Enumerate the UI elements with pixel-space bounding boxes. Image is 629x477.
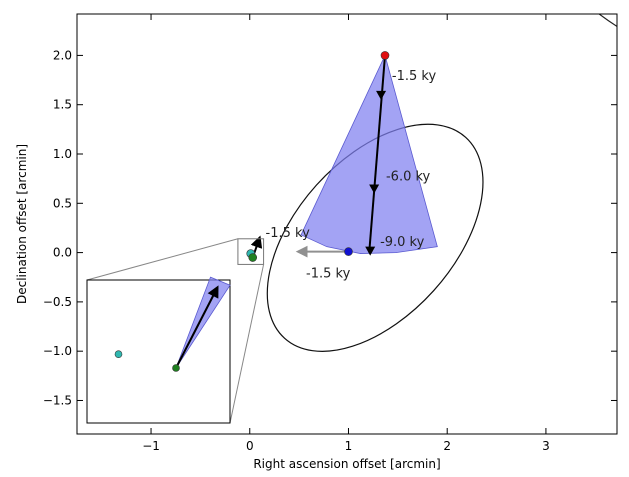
y-tick-label: 0.0 (53, 246, 72, 260)
green-star-point (248, 253, 258, 262)
motion-cone (300, 54, 438, 254)
zoom-box (237, 238, 265, 265)
annotation-1: -1.5 ky (392, 69, 437, 84)
inset-green-star-point (172, 364, 180, 372)
x-tick-label: 1 (345, 439, 353, 453)
x-tick-label: 0 (246, 439, 254, 453)
inset-cone (175, 276, 231, 369)
plot-frame (76, 13, 618, 435)
error-ellipse (266, 123, 484, 352)
y-tick-label: −1.5 (43, 393, 72, 407)
plot-area: -1.5 ky -6.0 ky -9.0 ky -1.5 ky -1.5 ky (237, 14, 617, 352)
x-tick-label: 2 (443, 439, 451, 453)
annotation-5: -1.5 ky (306, 266, 351, 281)
trajectory-marker-2 (369, 184, 380, 194)
trajectory-marker-3 (365, 246, 376, 256)
y-tick-label: −0.5 (43, 295, 72, 309)
inset-cyan-star-point (114, 350, 123, 359)
annotation-3: -9.0 ky (380, 235, 425, 250)
y-tick-label: 1.0 (53, 147, 72, 161)
inset-arrow (175, 285, 219, 369)
red-star-point (380, 51, 390, 60)
x-axis-title: Right ascension offset [arcmin] (253, 457, 440, 471)
axes: −1 0 1 2 3 −1.5 −1.0 −0.5 0.0 0.5 1.0 1.5 2.0 (43, 14, 617, 453)
annotation-2: -6.0 ky (386, 170, 431, 185)
trajectory-line (368, 55, 387, 253)
connector-top (86, 238, 239, 281)
annotation-4: -1.5 ky (266, 226, 311, 241)
y-axis-title: Declination offset [arcmin] (15, 144, 29, 304)
zoom-connectors (86, 238, 265, 424)
blue-star-point (344, 247, 353, 256)
y-tick-label: 0.5 (53, 196, 72, 210)
trajectory-marker-1 (376, 90, 387, 100)
y-tick-label: 1.5 (53, 98, 72, 112)
y-tick-label: 2.0 (53, 48, 72, 62)
y-tick-label: −1.0 (43, 344, 72, 358)
x-tick-label: 3 (542, 439, 550, 453)
x-tick-label: −1 (142, 439, 160, 453)
inset-panel (86, 276, 231, 424)
large-circle-edge (598, 14, 617, 28)
connector-bottom (229, 264, 265, 424)
